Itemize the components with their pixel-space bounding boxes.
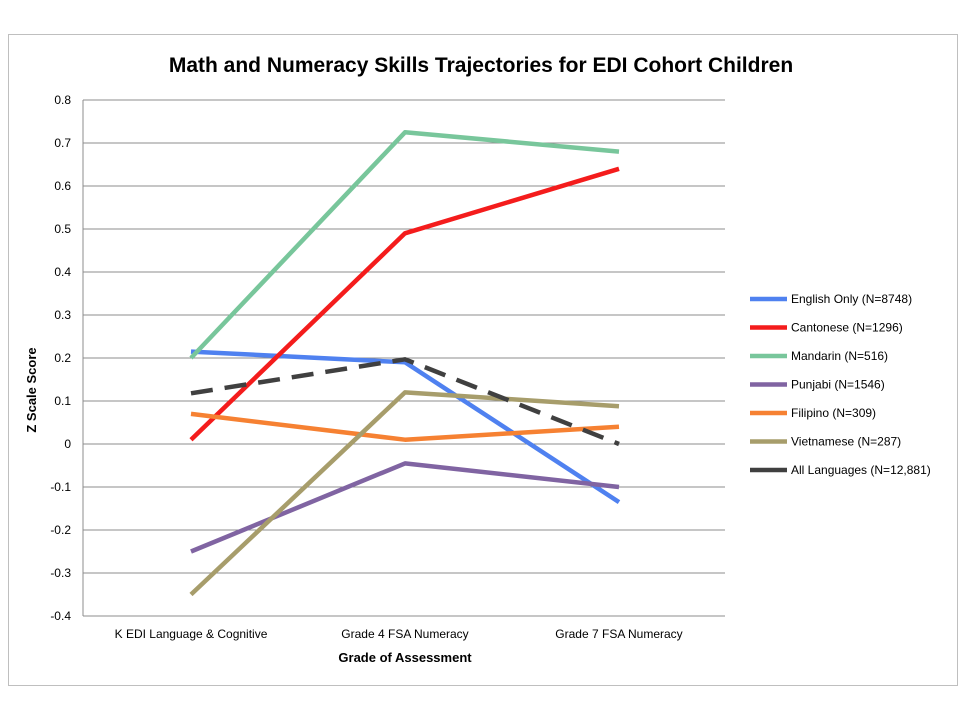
y-tick-label: 0.6	[54, 179, 71, 193]
x-tick-label: Grade 7 FSA Numeracy	[555, 627, 682, 641]
y-tick-label: 0.7	[54, 136, 71, 150]
x-tick-label: Grade 4 FSA Numeracy	[341, 627, 468, 641]
y-tick-label: 0.8	[54, 93, 71, 107]
x-tick-label: K EDI Language & Cognitive	[115, 627, 268, 641]
y-tick-label: -0.2	[50, 523, 71, 537]
legend-label: Cantonese (N=1296)	[791, 321, 903, 335]
legend-label: All Languages (N=12,881)	[791, 463, 931, 477]
series-line-1	[189, 166, 620, 442]
chart-title: Math and Numeracy Skills Trajectories fo…	[169, 54, 793, 77]
series-line-4	[190, 411, 620, 442]
legend-label: Mandarin (N=516)	[791, 349, 888, 363]
legend: English Only (N=8748) Cantonese (N=1296) M…	[750, 292, 931, 477]
y-tick-label: 0.4	[54, 265, 71, 279]
y-tick-label: -0.1	[50, 480, 71, 494]
y-tick-label: 0.1	[54, 394, 71, 408]
y-tick-label: 0	[64, 437, 71, 451]
y-tick-label: -0.4	[50, 609, 71, 623]
y-tick-label: 0.5	[54, 222, 71, 236]
y-tick-label: 0.2	[54, 351, 71, 365]
y-axis-title: Z Scale Score	[24, 347, 39, 432]
y-axis-ticks: 0.8 0.7 0.6 0.5 0.4 0.3 0.2 0.1 0 -0.1 -0.2 -0.3 -0.…	[50, 93, 71, 623]
legend-label: English Only (N=8748)	[791, 292, 912, 306]
y-tick-label: 0.3	[54, 308, 71, 322]
chart-frame: Math and Numeracy Skills Trajectories fo…	[8, 34, 958, 686]
series-line-2	[189, 130, 620, 360]
legend-label: Vietnamese (N=287)	[791, 435, 901, 449]
series-line-6	[190, 357, 620, 447]
y-tick-label: -0.3	[50, 566, 71, 580]
series-lines	[189, 130, 621, 597]
line-chart: Math and Numeracy Skills Trajectories fo…	[24, 54, 931, 665]
x-axis-title: Grade of Assessment	[338, 650, 472, 665]
legend-label: Punjabi (N=1546)	[791, 378, 885, 392]
series-line-3	[190, 461, 620, 554]
series-line-0	[190, 349, 621, 504]
x-axis-ticks: K EDI Language & Cognitive Grade 4 FSA Nu…	[115, 627, 683, 641]
legend-label: Filipino (N=309)	[791, 406, 876, 420]
gridlines	[82, 99, 725, 617]
series-line-5	[189, 390, 620, 597]
